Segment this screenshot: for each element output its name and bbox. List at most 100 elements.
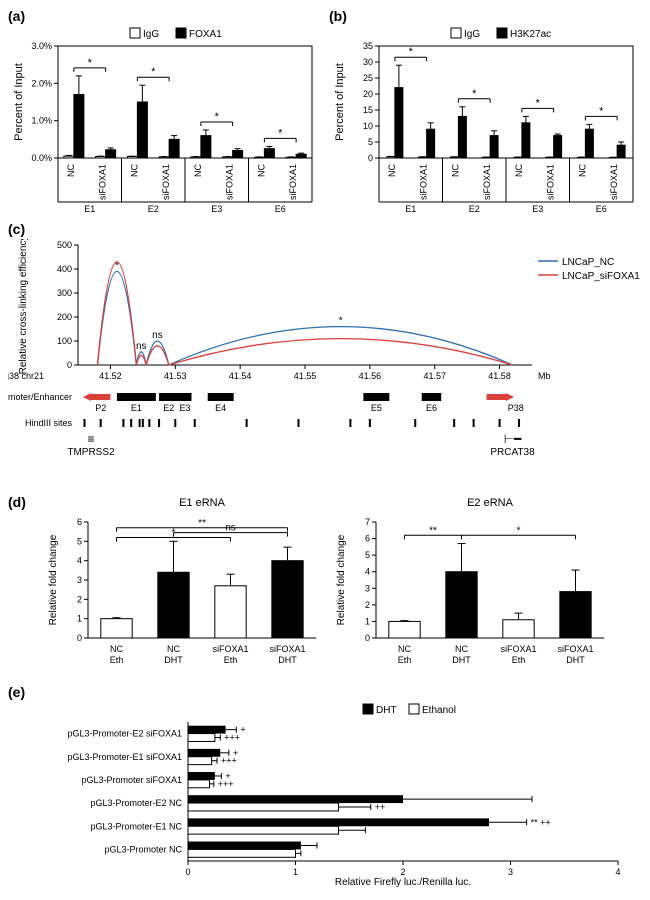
svg-text:NC: NC: [455, 644, 468, 654]
svg-text:41.53: 41.53: [164, 371, 187, 381]
svg-text:41.58: 41.58: [488, 371, 511, 381]
svg-text:4: 4: [365, 567, 370, 577]
svg-text:E2: E2: [163, 403, 174, 413]
svg-text:P2: P2: [95, 403, 106, 413]
panel-d-chart-2: E2 eRNA01234567Relative fold changeNCEth…: [330, 494, 610, 684]
svg-text:E6: E6: [596, 204, 607, 214]
svg-text:3: 3: [77, 575, 82, 585]
svg-text:6: 6: [77, 517, 82, 527]
panel-b-label: (b): [329, 8, 347, 24]
svg-text:Eth: Eth: [110, 655, 124, 665]
svg-text:E2 eRNA: E2 eRNA: [467, 497, 514, 509]
svg-text:LNCaP_siFOXA1: LNCaP_siFOXA1: [562, 271, 640, 282]
svg-text:HindIII sites: HindIII sites: [25, 418, 73, 428]
svg-text:NC: NC: [110, 644, 123, 654]
panel-a-label: (a): [8, 8, 25, 24]
svg-text:E1: E1: [405, 204, 416, 214]
svg-text:siFOXA1: siFOXA1: [419, 164, 429, 200]
svg-text:** ++: ** ++: [531, 817, 551, 827]
svg-text:pGL3-Promoter-E1 NC: pGL3-Promoter-E1 NC: [90, 821, 182, 831]
svg-text:E3: E3: [180, 403, 191, 413]
svg-text:41.54: 41.54: [229, 371, 252, 381]
svg-text:30: 30: [363, 57, 373, 67]
panel-c-chart: 0100200300400500Relative cross-linking e…: [8, 239, 642, 489]
svg-text:5: 5: [365, 550, 370, 560]
svg-text:Mb: Mb: [538, 371, 551, 381]
svg-text:15: 15: [363, 105, 373, 115]
svg-text:siFOXA1: siFOXA1: [482, 164, 492, 200]
svg-text:7: 7: [365, 517, 370, 527]
svg-text:pGL3-Promoter-E1 siFOXA1: pGL3-Promoter-E1 siFOXA1: [67, 752, 182, 762]
svg-text:**: **: [198, 518, 206, 529]
svg-text:E3: E3: [532, 204, 543, 214]
svg-text:1: 1: [77, 614, 82, 624]
svg-text:ns: ns: [152, 330, 163, 341]
svg-text:0: 0: [365, 633, 370, 643]
svg-text:E5: E5: [371, 403, 382, 413]
svg-text:NC: NC: [514, 164, 524, 177]
svg-text:E3: E3: [211, 204, 222, 214]
svg-text:NC: NC: [167, 644, 180, 654]
svg-text:NC: NC: [577, 164, 587, 177]
svg-text:Eth: Eth: [512, 655, 526, 665]
svg-text:E1 eRNA: E1 eRNA: [179, 497, 226, 509]
svg-text:DHT: DHT: [452, 655, 471, 665]
svg-text:500: 500: [57, 240, 72, 250]
svg-text:siFOXA1: siFOXA1: [609, 164, 619, 200]
svg-text:NC: NC: [256, 164, 266, 177]
svg-text:300: 300: [57, 288, 72, 298]
svg-text:DHT: DHT: [278, 655, 297, 665]
svg-text:pGL3-Promoter siFOXA1: pGL3-Promoter siFOXA1: [81, 775, 182, 785]
svg-text:E2: E2: [469, 204, 480, 214]
svg-text:ns: ns: [225, 523, 236, 534]
svg-text:5: 5: [77, 536, 82, 546]
panel-e-label: (e): [8, 684, 25, 700]
svg-text:E6: E6: [426, 403, 437, 413]
svg-text:siFOXA1: siFOXA1: [500, 644, 536, 654]
svg-text:Percent of Input: Percent of Input: [13, 63, 25, 141]
svg-text:*: *: [599, 105, 604, 117]
svg-text:PRCAT38: PRCAT38: [490, 447, 535, 458]
svg-text:Relative cross-linking efficie: Relative cross-linking efficiency: [18, 239, 29, 374]
svg-text:E1: E1: [131, 403, 142, 413]
svg-text:pGL3-Promoter NC: pGL3-Promoter NC: [104, 844, 182, 854]
svg-text:E2: E2: [148, 204, 159, 214]
svg-text:NC: NC: [129, 164, 139, 177]
svg-text:0: 0: [67, 360, 72, 370]
svg-text:siFOXA1: siFOXA1: [98, 164, 108, 200]
panel-a-chart: IgGFOXA10.0%1.0%2.0%3.0%Percent of Input…: [8, 26, 318, 216]
svg-text:*: *: [339, 316, 343, 327]
svg-text:5: 5: [368, 137, 373, 147]
panel-d-label: (d): [8, 494, 26, 510]
svg-text:E6: E6: [275, 204, 286, 214]
svg-text:siFOXA1: siFOXA1: [161, 164, 171, 200]
svg-text:Promoter/Enhancer: Promoter/Enhancer: [8, 392, 72, 402]
svg-text:*: *: [472, 88, 477, 100]
svg-text:NC: NC: [450, 164, 460, 177]
svg-text:LNCaP_NC: LNCaP_NC: [562, 257, 614, 268]
svg-text:++: ++: [375, 802, 386, 812]
svg-text:Percent of Input: Percent of Input: [334, 63, 346, 141]
svg-text:NC: NC: [387, 164, 397, 177]
svg-text:*: *: [278, 127, 283, 139]
svg-text:0.0%: 0.0%: [31, 153, 52, 163]
svg-text:ns: ns: [136, 341, 147, 352]
svg-text:10: 10: [363, 121, 373, 131]
svg-text:3: 3: [365, 583, 370, 593]
svg-text:41.55: 41.55: [294, 371, 317, 381]
svg-text:35: 35: [363, 41, 373, 51]
panel-b-chart: IgGH3K27ac05101520253035Percent of Input…: [329, 26, 639, 216]
svg-text:Relative fold change: Relative fold change: [48, 534, 59, 625]
svg-text:1: 1: [365, 616, 370, 626]
svg-text:DHT: DHT: [376, 705, 397, 716]
svg-text:2: 2: [365, 600, 370, 610]
svg-text:NC: NC: [398, 644, 411, 654]
svg-text:1: 1: [293, 867, 298, 877]
svg-text:pGL3-Promoter-E2 NC: pGL3-Promoter-E2 NC: [90, 798, 182, 808]
svg-text:4: 4: [77, 556, 82, 566]
svg-text:H3K27ac: H3K27ac: [510, 29, 551, 40]
svg-text:NC: NC: [66, 164, 76, 177]
svg-text:TMPRSS2: TMPRSS2: [67, 447, 115, 458]
svg-text:*: *: [88, 57, 93, 69]
svg-text:+++: +++: [221, 756, 237, 766]
